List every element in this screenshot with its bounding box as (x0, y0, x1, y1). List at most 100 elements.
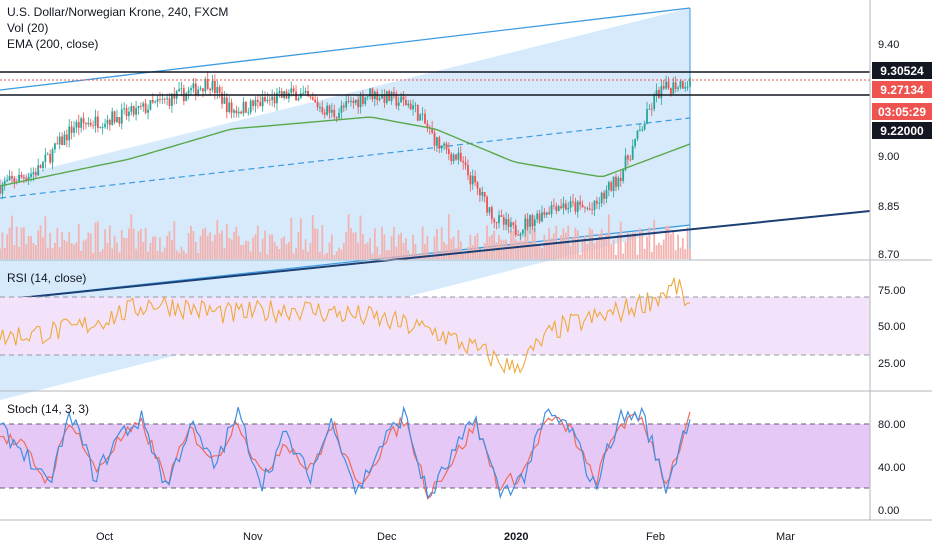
volume-bar (541, 247, 543, 259)
volume-bar (30, 235, 32, 259)
volume-bar (619, 221, 622, 259)
volume-bar (125, 237, 128, 259)
volume-bar (648, 227, 651, 259)
volume-bar (128, 228, 130, 259)
volume-bar (333, 254, 336, 259)
candle-body (321, 107, 324, 113)
candle-body (25, 178, 28, 181)
candle-body (209, 88, 212, 91)
candle-body (397, 102, 400, 106)
volume-bar (653, 219, 656, 259)
rsi-y-tick-label: 50.00 (878, 321, 906, 333)
volume-bar (151, 236, 154, 259)
volume-bar (168, 231, 171, 259)
candle-body (163, 98, 166, 100)
volume-bar (321, 225, 324, 259)
long-trendline[interactable] (0, 210, 871, 301)
candle-body (414, 104, 417, 106)
volume-bar (505, 239, 508, 259)
candle-body (80, 118, 83, 128)
candle-body (567, 207, 570, 210)
candle-body (3, 181, 6, 185)
volume-bar (476, 233, 479, 259)
ema-legend[interactable]: EMA (200, close) (7, 37, 99, 51)
candle-body (660, 85, 663, 99)
candle-body (228, 102, 231, 113)
candle-body (37, 165, 40, 176)
volume-bar (641, 231, 644, 259)
candle-body (615, 176, 617, 187)
volume-bar (490, 234, 493, 259)
volume-bar (287, 242, 290, 259)
volume-bar (354, 232, 357, 259)
volume-legend[interactable]: Vol (20) (7, 21, 49, 35)
candle-body (617, 177, 620, 187)
main-legend[interactable]: U.S. Dollar/Norwegian Krone, 240, FXCM V… (7, 4, 228, 52)
volume-bar (6, 234, 9, 259)
volume-bar (216, 220, 219, 259)
volume-bar (591, 229, 594, 259)
candle-body (529, 215, 531, 227)
candle-body (388, 91, 391, 101)
volume-bar (39, 225, 42, 259)
candle-body (357, 99, 360, 107)
candle-body (32, 172, 35, 175)
candle-body (73, 127, 75, 133)
symbol-title[interactable]: U.S. Dollar/Norwegian Krone, 240, FXCM (7, 5, 229, 19)
candle-body (450, 154, 453, 162)
volume-bar (612, 240, 615, 259)
stochastic-pane[interactable] (0, 405, 870, 500)
candle-body (514, 225, 517, 236)
candle-body (524, 218, 527, 230)
volume-bar (562, 228, 565, 259)
volume-bar (166, 235, 169, 259)
candle-body (187, 90, 190, 94)
volume-bar (51, 247, 54, 259)
volume-bar (665, 226, 668, 259)
candle-body (564, 203, 567, 210)
rsi-y-tick-label: 25.00 (878, 358, 906, 370)
stoch-legend[interactable]: Stoch (14, 3, 3) (7, 402, 90, 416)
candle-body (137, 106, 140, 109)
candle-body (643, 123, 646, 130)
volume-bar (607, 214, 610, 259)
volume-bar (340, 249, 343, 259)
candle-body (502, 216, 505, 225)
candle-body (338, 112, 340, 119)
volume-bar (285, 243, 288, 259)
volume-bar (85, 239, 87, 259)
candle-body (304, 90, 307, 93)
volume-bar (223, 248, 226, 259)
volume-bar (574, 227, 577, 259)
candle-body (404, 100, 407, 106)
candle-body (144, 103, 147, 113)
channel-middle-line[interactable] (0, 117, 691, 199)
candle-body (648, 108, 651, 110)
volume-bar (228, 238, 231, 259)
candle-body (383, 94, 386, 103)
candle-body (51, 149, 54, 163)
channel-upper-line[interactable] (0, 7, 691, 91)
volume-bar (553, 233, 555, 259)
candle-body (335, 116, 338, 119)
time-axis[interactable]: Oct Nov Dec 2020 Feb Mar (0, 519, 932, 543)
resistance-price-badge: 9.30524 (872, 62, 932, 79)
candle-body (192, 83, 195, 89)
volume-bar (118, 252, 121, 259)
volume-bar (364, 243, 367, 259)
price-axis[interactable]: 9.40 9.00 8.85 8.70 75.00 50.00 25.00 80… (869, 0, 906, 520)
candle-body (259, 101, 262, 107)
volume-bar (440, 227, 443, 259)
volume-bar (643, 249, 646, 259)
candle-body (586, 208, 589, 210)
candle-body (467, 165, 469, 176)
candle-body (266, 99, 269, 102)
candle-body (447, 149, 450, 155)
candle-body (631, 146, 634, 160)
volume-bar (650, 251, 653, 259)
rsi-pane[interactable] (0, 276, 932, 392)
candle-body (223, 97, 226, 104)
volume-bar (330, 234, 333, 259)
rsi-legend[interactable]: RSI (14, close) (7, 271, 87, 285)
